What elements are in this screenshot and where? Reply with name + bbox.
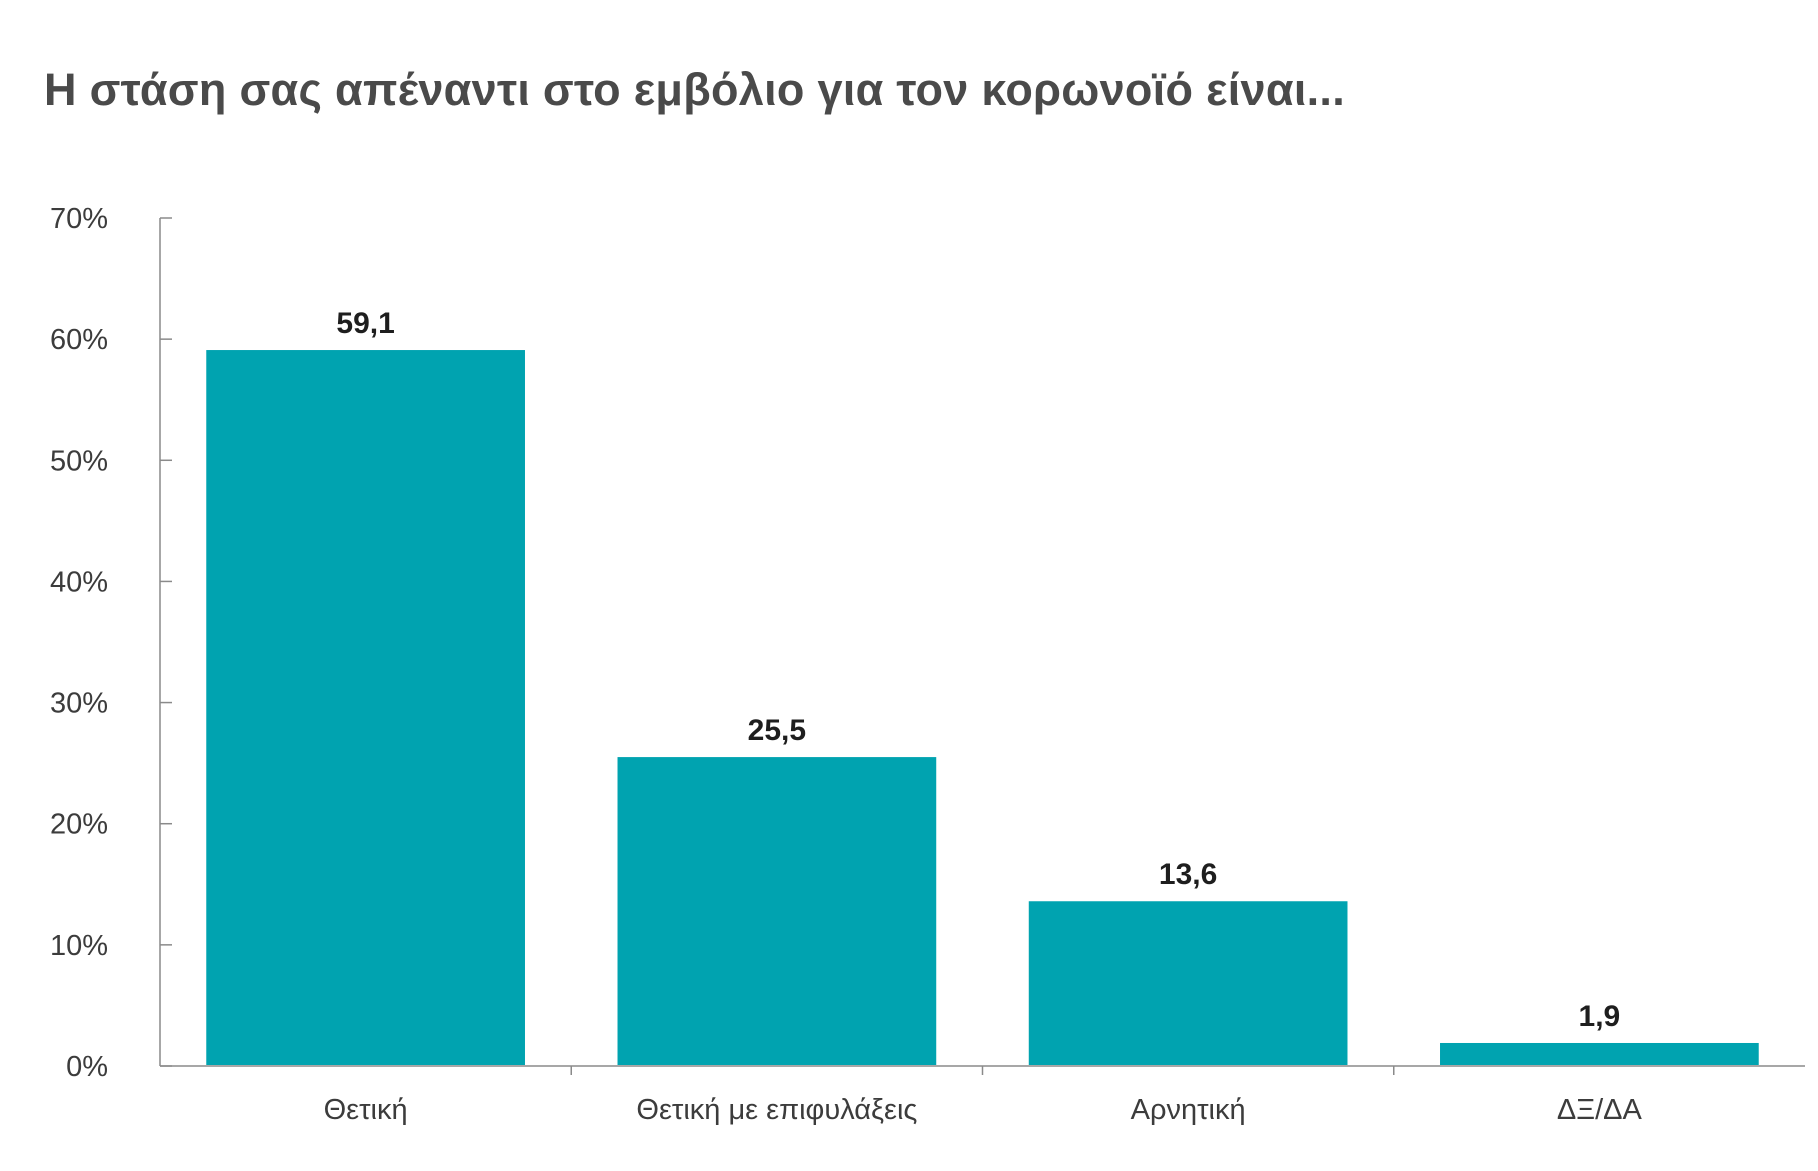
data-label: 25,5: [748, 714, 806, 747]
bar: [1028, 901, 1348, 1065]
category-label: ΔΞ/ΔΑ: [1557, 1094, 1643, 1126]
y-tick-label: 50%: [50, 445, 108, 477]
category-label: Θετική: [324, 1094, 408, 1126]
data-label: 13,6: [1159, 858, 1217, 891]
y-tick-label: 30%: [50, 688, 108, 720]
y-tick-label: 70%: [50, 203, 108, 235]
bar: [617, 757, 937, 1065]
y-tick-label: 0%: [66, 1051, 108, 1083]
y-tick-label: 40%: [50, 566, 108, 598]
y-tick-label: 20%: [50, 809, 108, 841]
bars: [206, 350, 1759, 1065]
data-label: 59,1: [336, 307, 394, 340]
data-label: 1,9: [1579, 1000, 1621, 1033]
category-labels: Θετική Θετική με επιφυλάξεις Αρνητική ΔΞ/ΔΑ: [324, 1094, 1643, 1126]
chart-title: Η στάση σας απέναντι στο εμβόλιο για τον…: [44, 64, 1346, 115]
x-axis: [160, 1065, 1805, 1075]
y-tick-label: 60%: [50, 324, 108, 356]
category-label: Αρνητική: [1131, 1094, 1246, 1126]
bar: [1440, 1042, 1759, 1065]
bar: [206, 350, 525, 1065]
y-axis: 0% 10% 20% 30% 40% 50% 60% 70%: [50, 203, 172, 1083]
y-tick-label: 10%: [50, 930, 108, 962]
data-labels: 59,1 25,5 13,6 1,9: [336, 307, 1620, 1033]
category-label: Θετική με επιφυλάξεις: [636, 1094, 917, 1126]
